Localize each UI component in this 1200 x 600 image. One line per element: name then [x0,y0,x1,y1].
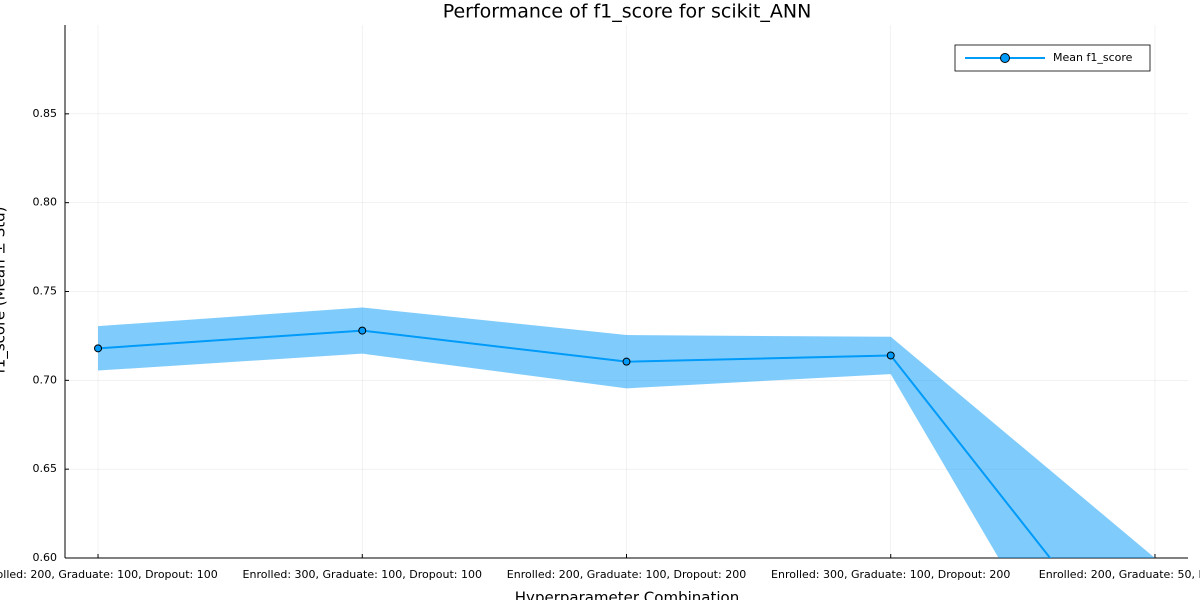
x-axis-label: Hyperparameter Combination [515,589,739,600]
x-tick-label: Enrolled: 200, Graduate: 50, Dropout: 20… [1039,568,1200,581]
plot-area [94,307,1155,558]
y-tick-label: 0.65 [33,462,58,475]
mean-point [94,344,103,353]
y-tick-label: 0.75 [33,285,58,298]
y-tick-label: 0.85 [33,107,58,120]
y-axis-label: f1_score (Mean ± Std) [0,207,10,374]
x-tick-label: Enrolled: 200, Graduate: 100, Dropout: 2… [507,568,746,581]
chart-title: Performance of f1_score for scikit_ANN [443,1,812,23]
y-tick-label: 0.80 [33,196,58,209]
y-tick-label: 0.60 [33,551,58,564]
std-band [98,307,1155,558]
x-tick-label: Enrolled: 200, Graduate: 100, Dropout: 1… [0,568,218,581]
y-tick-label: 0.70 [33,373,58,386]
x-tick-label: Enrolled: 300, Graduate: 100, Dropout: 2… [771,568,1010,581]
legend-marker [1000,53,1010,63]
mean-point [358,326,367,335]
mean-point [622,357,631,366]
legend-label: Mean f1_score [1053,51,1133,64]
mean-point [886,351,895,360]
x-tick-label: Enrolled: 300, Graduate: 100, Dropout: 1… [243,568,482,581]
